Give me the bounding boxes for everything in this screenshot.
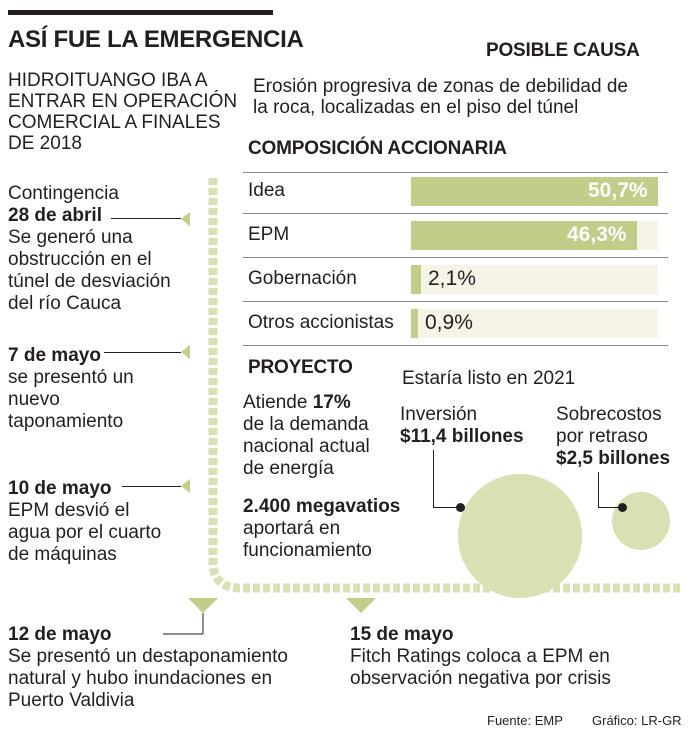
event-connector: [111, 218, 181, 219]
event-10-mayo: 10 de mayo EPM desvió el agua por el cua…: [8, 478, 161, 566]
bar-category-label: Otros accionistas: [248, 312, 394, 333]
event-line: del río Cauca: [8, 293, 122, 314]
overrun-dot: [618, 503, 627, 512]
project-megawatts: 2.400 megavatios aportará en funcionamie…: [243, 496, 400, 562]
bar-track: [411, 309, 658, 338]
timeline-path: [208, 178, 680, 593]
timeline-arrow-28-abril: [181, 212, 190, 226]
credit-note: Gráfico: LR-GR: [592, 713, 682, 728]
bar-category-label: EPM: [248, 224, 290, 245]
event-28-abril: Contingencia 28 de abril Se generó una o…: [8, 183, 171, 315]
event-line: se presentó un: [8, 367, 134, 388]
attends-lead: Atiende: [243, 392, 313, 413]
event-7-mayo: 7 de mayo se presentó un nuevo taponamie…: [8, 345, 134, 433]
source-note: Fuente: EMP: [487, 713, 563, 728]
project-title: PROYECTO: [248, 357, 353, 378]
investment-block: Inversión $11,4 billones: [400, 404, 524, 448]
event-date: 12 de mayo: [8, 624, 112, 645]
event-line: EPM desvió el: [8, 500, 130, 521]
timeline-arrow-15-mayo: [346, 598, 376, 613]
event-connector: [122, 486, 181, 487]
megawatts-value: 2.400 megavatios: [243, 496, 401, 517]
event-line: Puerto Valdivia: [8, 690, 135, 711]
overrun-leader: [598, 472, 599, 508]
event-line: obstrucción en el: [8, 249, 152, 270]
bar-value-label: 46,3%: [567, 223, 627, 246]
bar-category-label: Gobernación: [248, 268, 357, 289]
timeline-arrow-12-mayo: [188, 598, 218, 613]
chart-rule: [243, 257, 668, 258]
cause-title: POSIBLE CAUSA: [486, 40, 640, 61]
overrun-label: por retraso: [556, 426, 648, 447]
chart-rule: [243, 213, 668, 214]
chart-rule: [243, 301, 668, 302]
subhead-line: HIDROITUANGO IBA A: [8, 70, 208, 91]
megawatts-line: funcionamiento: [243, 540, 372, 561]
subhead-line: COMERCIAL A FINALES: [8, 112, 221, 133]
chart-rule: [243, 172, 668, 173]
event-lead: Contingencia: [8, 183, 119, 204]
attends-line: de la demanda: [243, 414, 369, 435]
event-date: 7 de mayo: [8, 345, 101, 366]
attends-percent: 17%: [312, 392, 351, 413]
page-title: ASÍ FUE LA EMERGENCIA: [8, 26, 304, 53]
top-rule: [8, 10, 273, 15]
chart-rule: [243, 345, 668, 346]
overrun-leader: [598, 507, 622, 508]
investment-leader: [433, 507, 461, 508]
event-line: nuevo: [8, 389, 60, 410]
overrun-bubble: [612, 492, 670, 550]
event-15-mayo: 15 de mayo Fitch Ratings coloca a EPM en…: [350, 624, 611, 690]
investment-bubble: [458, 474, 582, 598]
bar-2: [411, 265, 421, 294]
event-line: natural y hubo inundaciones en: [8, 668, 273, 689]
investment-label: Inversión: [400, 404, 478, 425]
event-line: Fitch Ratings coloca a EPM en: [350, 646, 610, 667]
event-line: Se generó una: [8, 227, 133, 248]
overrun-label: Sobrecostos: [556, 404, 662, 425]
event-connector: [104, 352, 181, 353]
bar-track: [411, 265, 658, 294]
bar-0: [411, 177, 658, 206]
chart-title: COMPOSICIÓN ACCIONARIA: [248, 138, 507, 159]
event-date: 28 de abril: [8, 205, 102, 226]
event-line: observación negativa por crisis: [350, 668, 611, 689]
attends-line: nacional actual: [243, 436, 370, 457]
timeline-arrow-7-mayo: [181, 345, 190, 359]
bar-1: [411, 221, 637, 250]
event-date: 15 de mayo: [350, 624, 454, 645]
investment-dot: [456, 503, 465, 512]
investment-value: $11,4 billones: [400, 426, 524, 447]
cause-text: Erosión progresiva de zonas de debilidad…: [253, 76, 628, 118]
event-line: agua por el cuarto: [8, 522, 162, 543]
timeline-arrow-10-mayo: [181, 479, 190, 493]
event-line: túnel de desviación: [8, 271, 171, 292]
event-line: Se presentó un destaponamiento: [8, 646, 288, 667]
overrun-block: Sobrecostos por retraso $2,5 billones: [556, 404, 670, 470]
subhead: HIDROITUANGO IBA A ENTRAR EN OPERACIÓN C…: [8, 70, 258, 154]
cause-line: Erosión progresiva de zonas de debilidad…: [253, 76, 628, 97]
event-line: taponamiento: [8, 411, 124, 432]
bar-value-label: 2,1%: [428, 267, 476, 290]
cause-line: la roca, localizadas en el piso del túne…: [253, 97, 579, 118]
investment-leader: [433, 450, 434, 508]
bar-3: [411, 309, 418, 338]
subhead-line: ENTRAR EN OPERACIÓN: [8, 91, 238, 112]
attends-line: de energía: [243, 458, 334, 479]
megawatts-line: aportará en: [243, 518, 341, 539]
subhead-line: DE 2018: [8, 133, 82, 154]
overrun-value: $2,5 billones: [556, 448, 671, 469]
bar-value-label: 0,9%: [425, 311, 473, 334]
project-attends: Atiende 17% de la demanda nacional actua…: [243, 392, 370, 480]
event-12-mayo: 12 de mayo Se presentó un destaponamient…: [8, 624, 288, 712]
event-line: de máquinas: [8, 544, 117, 565]
bar-value-label: 50,7%: [588, 179, 648, 202]
ready-date: Estaría listo en 2021: [402, 368, 576, 389]
bar-category-label: Idea: [248, 180, 285, 201]
event-date: 10 de mayo: [8, 478, 112, 499]
